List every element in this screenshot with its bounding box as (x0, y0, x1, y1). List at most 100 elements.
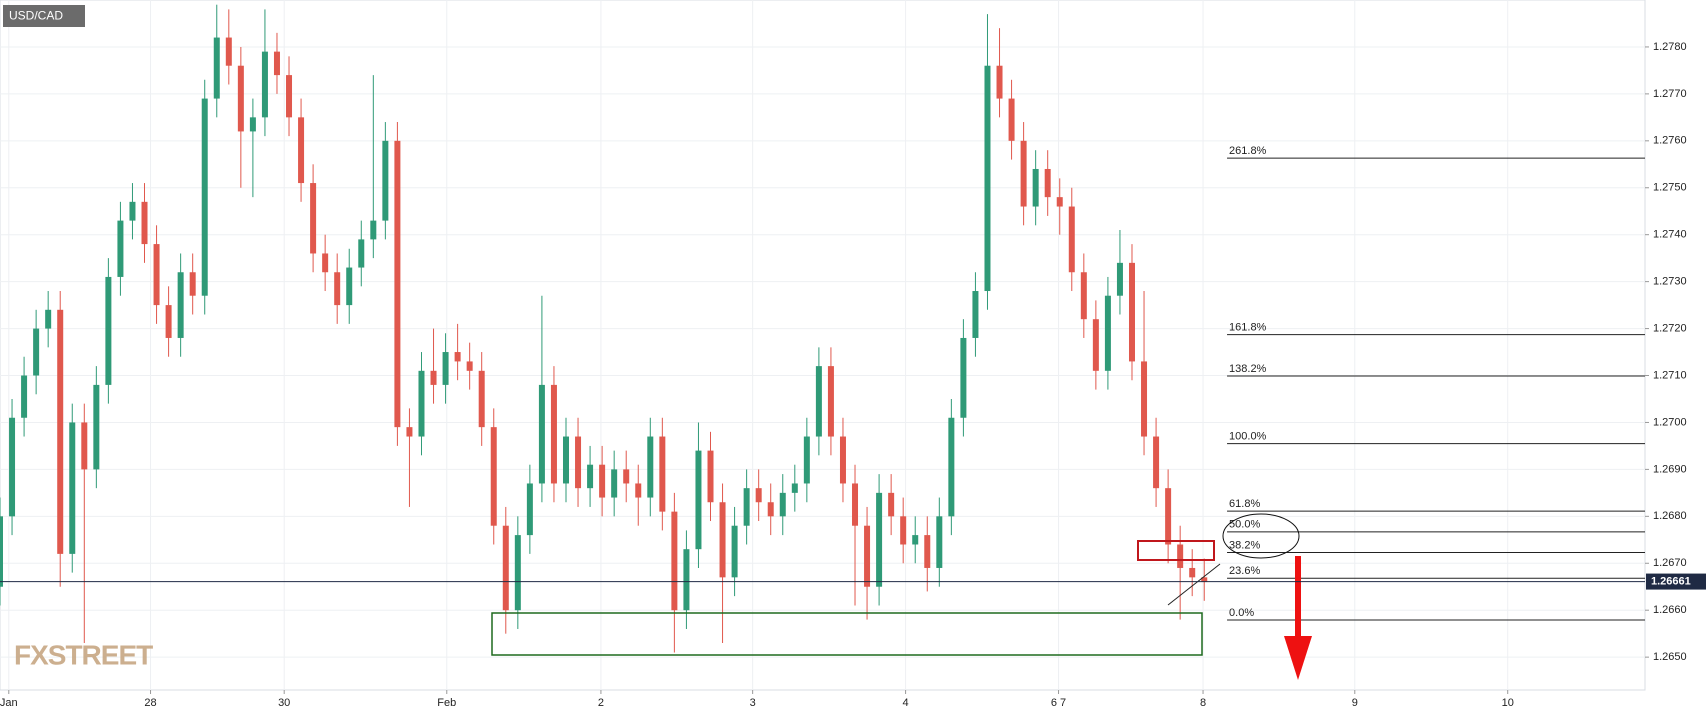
candle-body (334, 272, 341, 306)
candle-body (129, 201, 136, 221)
fib-label: 100.0% (1229, 430, 1267, 442)
arrow-head (1284, 636, 1312, 680)
fib-label: 61.8% (1229, 498, 1260, 510)
candle-body (538, 384, 545, 484)
candle-body (406, 427, 413, 437)
candle-body (972, 291, 979, 338)
x-tick-label: 30 (278, 697, 290, 709)
candle-body (370, 220, 377, 240)
candle-body (454, 352, 461, 362)
candle-body (69, 422, 76, 554)
candle-body (575, 436, 582, 489)
candle-body (587, 464, 594, 489)
fibonacci-levels: 261.8% 161.8% 138.2% 100.0% 61.8% 50.0% 38.2% 2… (1227, 145, 1645, 621)
x-tick-label: 3 (750, 697, 756, 709)
candle-body (225, 37, 232, 66)
candle-body (599, 464, 606, 498)
candle-body (864, 525, 871, 587)
candle-body (298, 117, 305, 184)
y-tick-label: 1.2730 (1653, 276, 1687, 288)
watermark: FXSTREET (14, 639, 153, 670)
candle-body (105, 276, 112, 385)
y-tick-label: 1.2750 (1653, 182, 1687, 194)
x-tick-label: 8 (1200, 697, 1206, 709)
candle-body (310, 183, 317, 254)
candle-body (659, 436, 666, 512)
y-tick-label: 1.2710 (1653, 369, 1687, 381)
candle-body (1056, 197, 1063, 207)
x-tick-label: 28 (144, 697, 156, 709)
candle-body (526, 483, 533, 536)
candle-body (394, 140, 401, 428)
candle-body (948, 417, 955, 517)
candle-body (996, 65, 1003, 99)
candle-body (876, 492, 883, 587)
candle-body (755, 488, 762, 503)
support-zone (491, 612, 1203, 656)
candle-body (647, 436, 654, 498)
y-tick-label: 1.2670 (1653, 557, 1687, 569)
plot-area (0, 0, 1646, 691)
candle-body (1153, 436, 1160, 489)
candle-body (839, 436, 846, 484)
candle-body (201, 98, 208, 296)
candle-body (1189, 567, 1196, 578)
candle-body (827, 366, 834, 437)
candle-body (382, 140, 389, 221)
candle-body (141, 201, 148, 245)
chart-title: USD/CAD (9, 9, 63, 23)
candle-body (21, 375, 28, 418)
candle-body (286, 75, 293, 118)
candle-body (731, 525, 738, 578)
candle-body (815, 366, 822, 437)
candle-body (936, 516, 943, 568)
candle-body (9, 417, 16, 517)
candle-body (117, 220, 124, 277)
candle-body (93, 384, 100, 470)
y-tick-label: 1.2700 (1653, 416, 1687, 428)
title-box (3, 5, 85, 27)
candle-body (888, 492, 895, 517)
candle-body (430, 370, 437, 385)
candle-body (611, 469, 618, 498)
last-price-box (1646, 573, 1706, 590)
candle-body (237, 65, 244, 132)
candle-body (960, 337, 967, 418)
candle-body (779, 492, 786, 517)
candle-body (623, 469, 630, 484)
fib-label: 38.2% (1229, 539, 1260, 551)
y-tick-label: 1.2780 (1653, 41, 1687, 53)
candle-body (803, 436, 810, 484)
candle-body (1177, 544, 1184, 568)
candle-body (791, 483, 798, 493)
candle-body (1165, 488, 1172, 545)
candle-body (165, 305, 172, 338)
candle-body (490, 427, 497, 526)
x-tick-label: 4 (903, 697, 909, 709)
candle-body (33, 328, 40, 376)
candle-body (1201, 577, 1208, 583)
candle-body (514, 535, 521, 611)
x-tick-label: 9 (1352, 697, 1358, 709)
candle-body (695, 450, 702, 550)
candle-body (346, 267, 353, 306)
candle-body (719, 502, 726, 578)
x-tick-label: Feb (437, 697, 456, 709)
x-tick-label: 6 7 (1051, 697, 1066, 709)
candle-body (1068, 206, 1075, 273)
candles (0, 4, 1208, 653)
y-tick-label: 1.2680 (1653, 510, 1687, 522)
candle-body (189, 272, 196, 296)
candle-body (924, 535, 931, 568)
candle-body (1104, 295, 1111, 371)
candle-body (683, 549, 690, 611)
candle-body (671, 511, 678, 611)
candle-body (177, 272, 184, 338)
candle-body (249, 117, 256, 132)
fib-label: 50.0% (1229, 519, 1260, 531)
candle-body (57, 309, 64, 554)
candle-body (358, 239, 365, 268)
candle-body (273, 51, 280, 76)
